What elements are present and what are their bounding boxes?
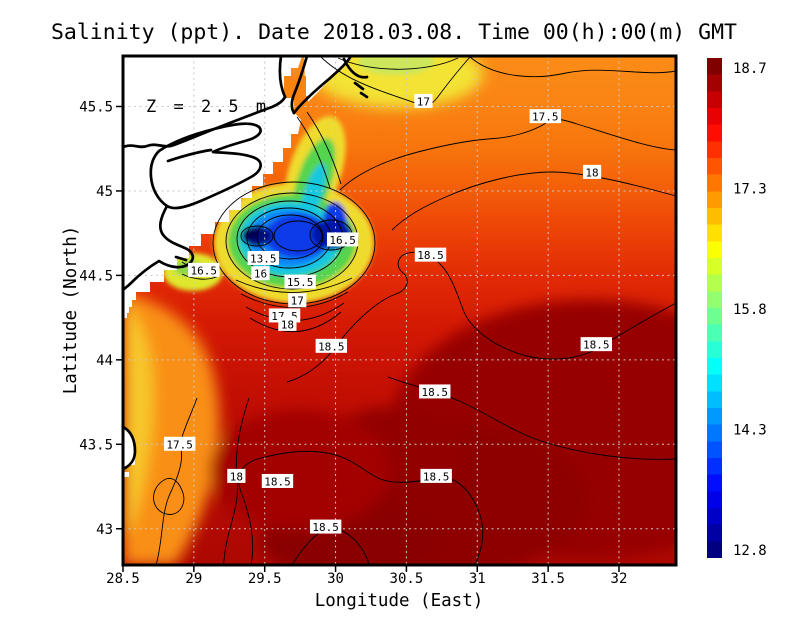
plot-title: Salinity (ppt). Date 2018.03.08. Time 00… [51, 20, 737, 45]
contour-label: 17.5 [166, 438, 193, 451]
contour-label-box [582, 164, 602, 179]
colorbar-tick-label: 18.7 [733, 61, 767, 77]
y-tick-label: 43 [96, 522, 113, 538]
plot-border [121, 54, 678, 567]
contour-label-box [309, 519, 342, 534]
x-tick-label: 29.5 [248, 571, 282, 587]
x-axis-ticks: 28.5 29 29.5 30 30.5 31 31.5 32 [106, 565, 627, 587]
contour-label-box [414, 93, 433, 108]
x-axis-title: Longitude (East) [315, 591, 484, 611]
coastline [123, 56, 369, 471]
contour-label: 18.5 [264, 475, 291, 488]
contour-label: 16.5 [329, 234, 356, 247]
x-tick-label: 28.5 [106, 571, 140, 587]
contour-label-box [163, 436, 196, 451]
gridlines [123, 56, 676, 565]
contour-label-box [284, 274, 316, 289]
y-tick-label: 44.5 [79, 268, 113, 284]
y-tick-label: 44 [96, 353, 113, 369]
contour-label: 16 [254, 268, 267, 281]
x-tick-label: 31 [469, 571, 486, 587]
y-tick-label: 45 [96, 184, 113, 200]
contour-label: 17 [291, 295, 304, 308]
contour-label: 18 [281, 318, 294, 331]
contour-label-box [247, 251, 279, 266]
contour-label-box [278, 316, 297, 331]
contour-label: 18 [585, 166, 598, 179]
x-tick-label: 29 [185, 571, 202, 587]
contour-label-box [315, 338, 348, 353]
contour-label: 18.5 [417, 249, 444, 262]
contour-label-box [529, 109, 561, 124]
contour-label: 13.5 [250, 253, 277, 266]
contour-label: 17 [417, 95, 430, 108]
colorbar-tick-label: 17.3 [733, 182, 767, 198]
colorbar-tick-label: 14.3 [733, 423, 767, 439]
y-tick-label: 45.5 [79, 100, 113, 116]
contour-labels: 17 17.5 18 16.5 13.5 16 16.5 15.5 17 17.5 18 18.5 18… [163, 93, 613, 534]
contour-label: 18.5 [423, 470, 450, 483]
freshwater-plume [214, 116, 374, 303]
contour-label-box [414, 247, 447, 262]
contour-label-box [580, 337, 613, 352]
salinity-field [123, 56, 676, 565]
depth-annotation: Z = 2.5 m [146, 97, 270, 117]
colorbar-labels: 18.7 17.3 15.8 14.3 12.8 [733, 61, 767, 559]
field-shading [123, 56, 676, 565]
contour-label-box [420, 468, 452, 483]
estuary-water [284, 76, 306, 98]
colorbar [707, 58, 722, 558]
y-axis-title: Latitude (North) [61, 226, 81, 395]
contour-label-box [251, 266, 270, 281]
contour-label: 15.5 [287, 276, 314, 289]
contour-label: 17.5 [532, 111, 559, 124]
x-tick-label: 30 [327, 571, 344, 587]
colorbar-tick-label: 12.8 [733, 543, 767, 559]
contour-label: 18.5 [583, 339, 610, 352]
contour-label-box [419, 384, 451, 399]
contour-label: 18.5 [318, 340, 345, 353]
contour-label-box [288, 293, 307, 308]
contour-label: 18.5 [312, 521, 339, 534]
contour-label-box [227, 468, 246, 483]
colorbar-tick-label: 15.8 [733, 302, 767, 318]
y-axis-ticks: 45.5 45 44.5 44 43.5 43 [79, 100, 123, 538]
x-tick-label: 30.5 [390, 571, 424, 587]
contour-label: 18 [230, 470, 243, 483]
x-tick-label: 31.5 [531, 571, 565, 587]
x-tick-label: 32 [611, 571, 628, 587]
y-tick-label: 43.5 [79, 437, 113, 453]
contour-label: 16.5 [191, 264, 218, 277]
contour-label-box [326, 232, 359, 247]
contour-label-box [261, 473, 294, 488]
contour-label: 18.5 [422, 386, 449, 399]
contour-label-box [188, 262, 220, 277]
